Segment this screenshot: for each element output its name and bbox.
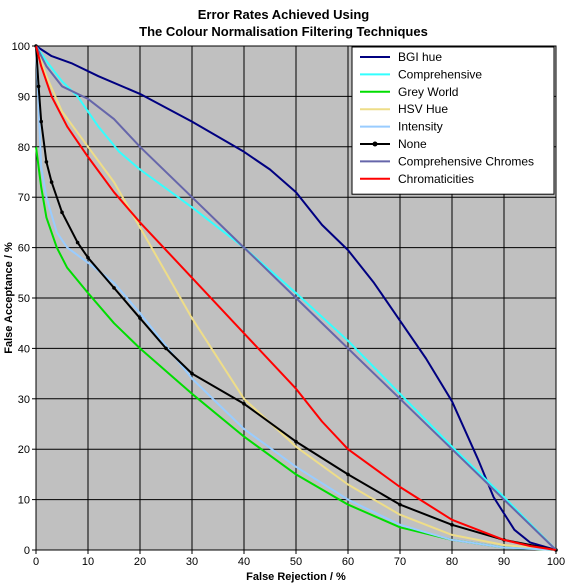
legend-marker bbox=[372, 141, 378, 147]
x-tick-label: 100 bbox=[547, 556, 565, 568]
series-line-grey-world bbox=[35, 146, 557, 551]
y-axis-label: False Acceptance / % bbox=[3, 242, 15, 354]
series-line-comprehensive bbox=[35, 45, 557, 551]
series-line-bgi-hue bbox=[35, 45, 557, 551]
legend-label: Chromaticities bbox=[398, 172, 474, 186]
series-point bbox=[164, 346, 168, 351]
legend-label: Comprehensive bbox=[398, 67, 482, 81]
series-layer bbox=[34, 44, 558, 552]
series-point bbox=[112, 286, 116, 290]
x-tick-label: 30 bbox=[186, 556, 198, 568]
series-point bbox=[138, 316, 142, 320]
series-point bbox=[39, 119, 43, 124]
x-tick-label: 50 bbox=[290, 556, 302, 568]
chart-title-line-1: Error Rates Achieved Using bbox=[197, 7, 370, 22]
series-line-hsv-hue bbox=[35, 45, 557, 551]
y-tick-label: 20 bbox=[18, 444, 30, 456]
chart-title-line-2: The Colour Normalisation Filtering Techn… bbox=[139, 24, 428, 39]
x-tick-label: 60 bbox=[342, 556, 354, 568]
chart-title: Error Rates Achieved Using The Colour No… bbox=[0, 6, 567, 40]
y-tick-label: 100 bbox=[12, 41, 30, 53]
legend-label: Comprehensive Chromes bbox=[398, 154, 534, 168]
series-point bbox=[190, 371, 194, 376]
legend-box bbox=[351, 46, 555, 195]
y-tick-label: 80 bbox=[18, 142, 30, 154]
x-tick-label: 10 bbox=[82, 556, 94, 568]
legend-item: Chromaticities bbox=[360, 172, 474, 186]
series-point bbox=[294, 439, 298, 444]
y-tick-label: 50 bbox=[18, 293, 30, 305]
legend-item: Comprehensive Chromes bbox=[360, 154, 534, 168]
legend-label: BGI hue bbox=[398, 50, 442, 64]
y-tick-label: 90 bbox=[18, 91, 30, 103]
x-tick-label: 80 bbox=[446, 556, 458, 568]
series-point bbox=[75, 240, 80, 245]
series-point bbox=[450, 523, 454, 527]
legend-item: Comprehensive bbox=[360, 67, 482, 81]
axis-layer: 0 10 20 30 40 50 60 70 80 90 100 0 10 20 30 40 50 60 70 80 9… bbox=[12, 41, 566, 568]
legend-items: BGI hue Comprehensive Grey World HSV Hue Int… bbox=[360, 50, 534, 186]
series-point bbox=[36, 84, 41, 89]
y-tick-label: 70 bbox=[18, 192, 30, 204]
legend-label: None bbox=[398, 137, 427, 151]
x-axis-label: False Rejection / % bbox=[246, 571, 346, 583]
series-point bbox=[60, 210, 64, 215]
legend-item: Intensity bbox=[360, 120, 443, 134]
series-point bbox=[346, 472, 350, 477]
x-tick-label: 90 bbox=[498, 556, 510, 568]
x-tick-label: 40 bbox=[238, 556, 250, 568]
series-line-comprehensive-chromes bbox=[35, 45, 557, 551]
x-tick-label: 70 bbox=[394, 556, 406, 568]
legend: BGI hue Comprehensive Grey World HSV Hue Int… bbox=[351, 46, 555, 195]
series-point bbox=[242, 402, 246, 406]
x-tick-label: 0 bbox=[33, 556, 39, 568]
series-point bbox=[49, 180, 54, 184]
y-tick-label: 10 bbox=[18, 495, 30, 507]
series-point bbox=[44, 160, 49, 164]
series-line-chromaticities bbox=[35, 45, 557, 551]
y-tick-label: 40 bbox=[18, 343, 30, 355]
legend-label: Grey World bbox=[398, 85, 458, 99]
y-tick-label: 30 bbox=[18, 394, 30, 406]
legend-label: Intensity bbox=[398, 120, 443, 134]
legend-item: BGI hue bbox=[360, 50, 442, 64]
series-point bbox=[398, 502, 402, 507]
y-tick-label: 60 bbox=[18, 243, 30, 255]
series-line-intensity bbox=[35, 45, 557, 551]
x-tick-label: 20 bbox=[134, 556, 146, 568]
y-tick-label: 0 bbox=[24, 545, 30, 557]
legend-item: Grey World bbox=[360, 85, 458, 99]
series-point bbox=[86, 255, 90, 260]
legend-item: HSV Hue bbox=[360, 102, 448, 116]
legend-label: HSV Hue bbox=[398, 102, 448, 116]
legend-item: None bbox=[360, 137, 427, 151]
